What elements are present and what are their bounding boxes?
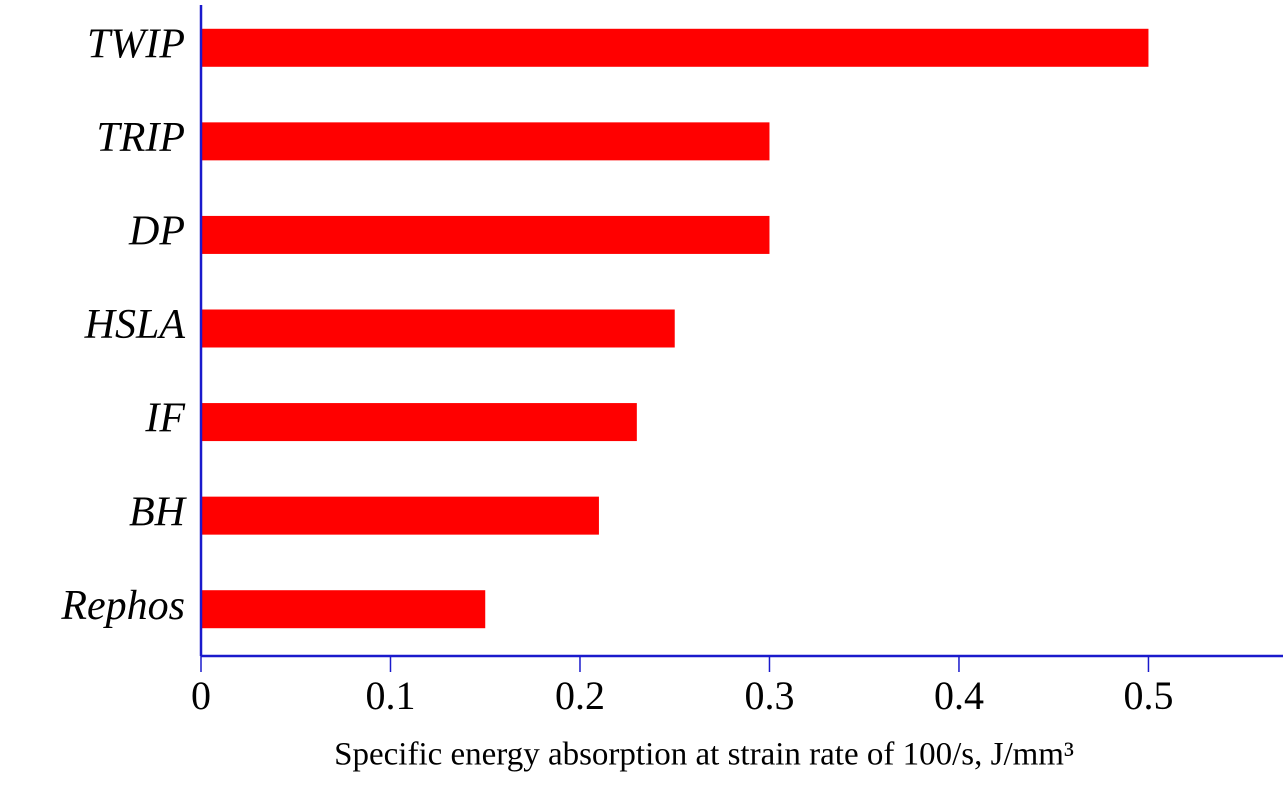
- bar: [201, 122, 770, 161]
- y-tick-label: DP: [128, 209, 185, 255]
- bar: [201, 28, 1149, 67]
- bar: [201, 496, 599, 535]
- x-tick-label: 0.1: [365, 673, 415, 718]
- y-tick-label: TWIP: [87, 21, 185, 67]
- y-tick-label: IF: [144, 396, 185, 442]
- bar: [201, 590, 486, 629]
- x-tick-label: 0.5: [1123, 673, 1173, 718]
- bar: [201, 309, 675, 348]
- x-tick-label: 0.3: [744, 673, 794, 718]
- x-tick-label: 0.4: [934, 673, 984, 718]
- x-axis-label: Specific energy absorption at strain rat…: [334, 737, 1074, 773]
- y-tick-label: TRIP: [96, 115, 185, 161]
- bar: [201, 215, 770, 254]
- y-tick-label: HSLA: [84, 302, 186, 348]
- x-tick-label: 0: [191, 673, 211, 718]
- bar: [201, 403, 637, 442]
- y-tick-label: Rephos: [60, 583, 185, 629]
- y-tick-label: BH: [129, 489, 188, 535]
- x-tick-label: 0.2: [555, 673, 605, 718]
